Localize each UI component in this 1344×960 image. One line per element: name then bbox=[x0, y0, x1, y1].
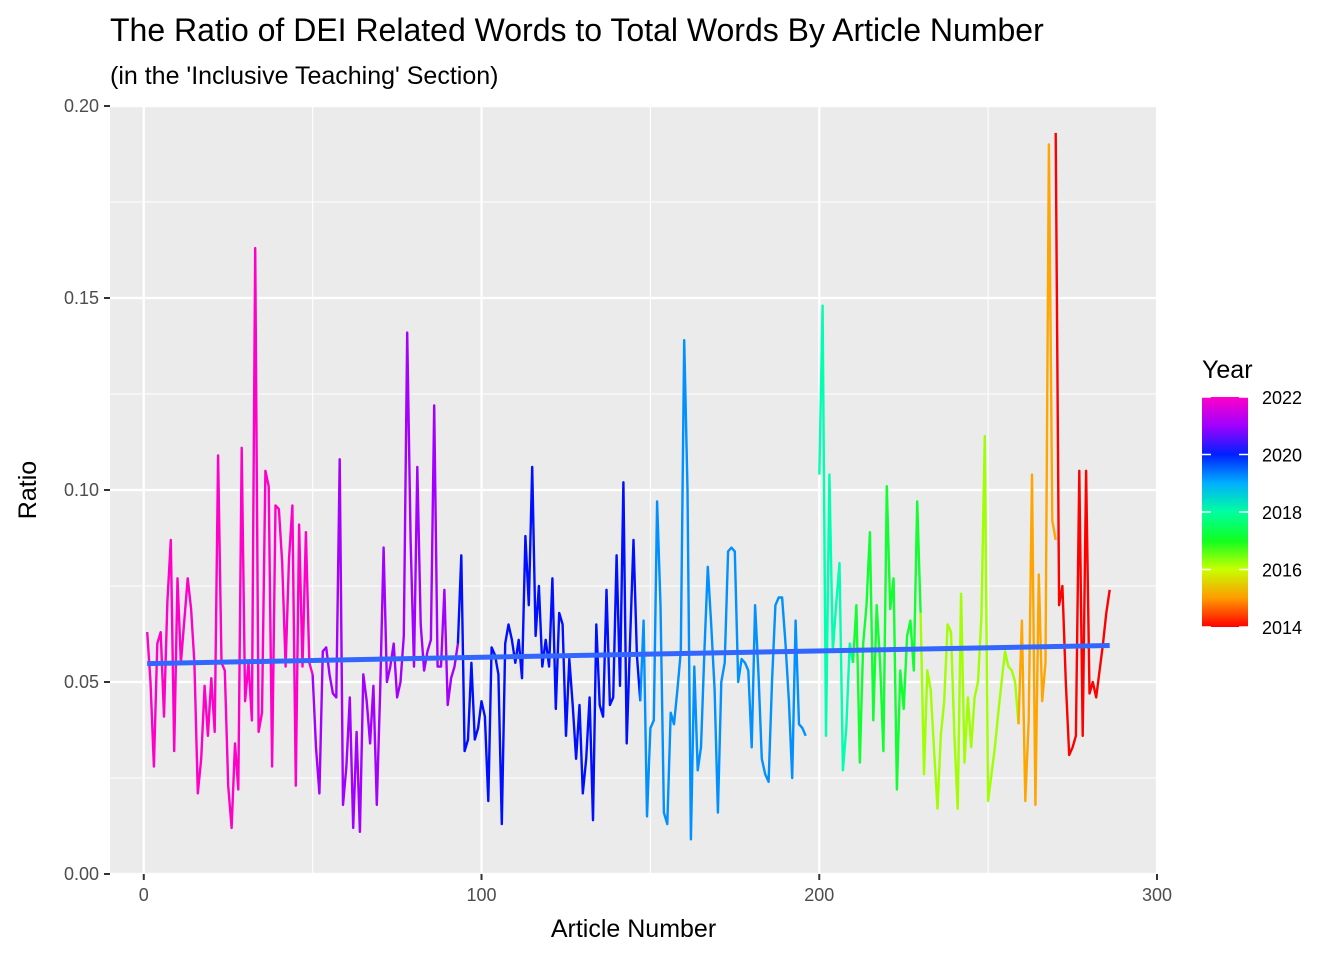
series-line-2014 bbox=[1054, 132, 1111, 757]
legend-ticks: 2022 2020 2018 2016 2014 bbox=[1202, 388, 1302, 638]
x-tick-label: 200 bbox=[804, 885, 834, 905]
y-axis-title: Ratio bbox=[14, 461, 42, 519]
x-axis-title: Article Number bbox=[551, 915, 716, 943]
chart-title: The Ratio of DEI Related Words to Total … bbox=[110, 12, 1044, 48]
trend-line bbox=[147, 643, 1110, 667]
legend-title: Year bbox=[1202, 356, 1253, 384]
series-line-2022 bbox=[146, 246, 314, 830]
y-tick-label: 0.15 bbox=[64, 288, 99, 308]
series-line-2018 bbox=[818, 304, 855, 772]
trend-layer bbox=[147, 643, 1110, 667]
series-line-2020 bbox=[456, 465, 642, 826]
legend-tick-label: 2018 bbox=[1262, 503, 1302, 523]
y-tick-label: 0.20 bbox=[64, 96, 99, 116]
grid-major bbox=[110, 104, 1159, 876]
x-tick-label: 100 bbox=[466, 885, 496, 905]
chart-subtitle: (in the 'Inclusive Teaching' Section) bbox=[110, 62, 498, 90]
y-tick-label: 0.00 bbox=[64, 864, 99, 884]
x-tick-label: 0 bbox=[139, 885, 149, 905]
legend-tick-label: 2016 bbox=[1262, 561, 1302, 581]
series-line-2017 bbox=[851, 485, 922, 791]
series-line-2016 bbox=[919, 435, 1020, 810]
legend-tick-label: 2022 bbox=[1262, 388, 1302, 408]
x-tick-label: 300 bbox=[1142, 885, 1172, 905]
y-axis: 0.00 0.05 0.10 0.15 0.20 bbox=[64, 96, 110, 884]
color-legend: Year 2022 2020 2018 2016 2014 bbox=[1202, 356, 1302, 638]
series-line-2015 bbox=[1017, 143, 1057, 807]
legend-tick-label: 2020 bbox=[1262, 446, 1302, 466]
x-axis: 0 100 200 300 bbox=[139, 874, 1172, 905]
y-tick-label: 0.10 bbox=[64, 480, 99, 500]
series-line-2019 bbox=[639, 339, 807, 841]
y-tick-label: 0.05 bbox=[64, 672, 99, 692]
legend-tick-label: 2014 bbox=[1262, 618, 1302, 638]
